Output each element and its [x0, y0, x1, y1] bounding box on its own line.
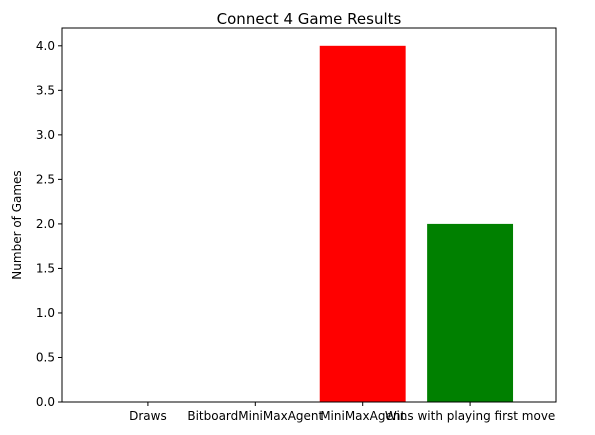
y-tick-label: 3.5: [36, 83, 55, 97]
x-tick-label: MiniMaxAgent: [320, 409, 405, 423]
x-tick-label: Wins with playing first move: [385, 409, 555, 423]
y-tick-label: 2.5: [36, 172, 55, 186]
y-ticks-group: 0.0 0.5 1.0 1.5 2.0 2.5 3.0 3.5 4.0: [36, 39, 62, 409]
y-tick-label: 1.5: [36, 261, 55, 275]
y-tick-label: 0.0: [36, 395, 55, 409]
plot-frame: [61, 27, 557, 403]
bar-2: [319, 45, 406, 403]
y-tick-label: 3.0: [36, 128, 55, 142]
y-tick-label: 4.0: [36, 39, 55, 53]
x-ticks-group: Draws BitboardMiniMaxAgentMiniMaxAgentWin…: [129, 402, 555, 423]
y-tick-label: 0.5: [36, 350, 55, 364]
y-axis-label: Number of Games: [10, 170, 24, 279]
y-tick-label: 2.0: [36, 217, 55, 231]
x-tick-label: Draws: [129, 409, 167, 423]
chart-title: Connect 4 Game Results: [217, 10, 402, 28]
bars-group: [319, 45, 514, 403]
y-tick-label: 1.0: [36, 306, 55, 320]
x-tick-label: BitboardMiniMaxAgent: [187, 409, 323, 423]
bar-3: [427, 223, 514, 402]
